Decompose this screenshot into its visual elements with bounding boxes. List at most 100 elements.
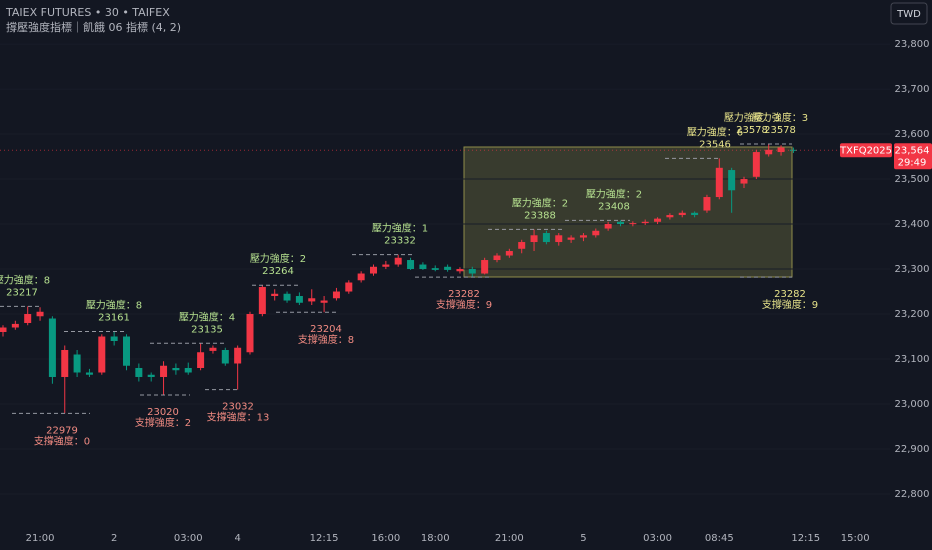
annotation-value: 23408 [598,201,630,212]
annotation-value: 23032 [222,402,254,413]
annotation-value: 23546 [699,139,731,150]
candle-body [11,323,19,328]
x-tick-label: 21:00 [26,533,55,544]
countdown-label: 29:49 [898,157,927,168]
candle-body [579,235,587,238]
annotation-value: 23135 [191,324,223,335]
annotation-label: 壓力強度：1 [372,222,428,235]
candle-body [271,293,279,297]
candle-body [493,255,501,261]
annotation-label: 壓力強度：8 [86,299,142,312]
candle-body [691,212,699,216]
annotation-label: 支撐強度：9 [436,298,492,311]
candle-body [123,336,130,366]
annotation-label: 支撐強度：9 [762,298,818,311]
candle-body [431,268,439,270]
annotation-value: 22979 [46,425,78,436]
y-tick-label: 23,600 [895,129,930,140]
annotation-value: 23332 [384,236,416,247]
currency-button-label[interactable]: TWD [896,9,921,20]
candle-body [295,296,303,303]
candle-body [73,354,81,373]
x-tick-label: 03:00 [174,533,203,544]
annotation-value: 23578 [764,125,796,136]
candle-body [629,223,637,225]
candle-body [419,264,427,270]
x-tick-label: 5 [580,533,586,544]
candle-body [641,221,649,224]
annotation-label: 壓力強度：2 [586,187,642,200]
candle-body [444,266,452,270]
candle-body [0,327,7,333]
candle-body [85,372,93,375]
annotation-label: 壓力強度：3 [752,111,808,124]
candle-body [666,215,674,218]
candle-body [777,147,785,153]
candle-body [48,318,56,377]
candle-body [505,251,513,256]
y-tick-label: 23,000 [895,399,930,410]
candle-body [160,365,168,377]
candle-body [765,149,773,155]
candle-body [345,282,353,292]
candle-body [740,179,748,184]
y-tick-label: 23,700 [895,84,930,95]
candle-body [258,287,266,315]
x-tick-label: 03:00 [643,533,672,544]
x-tick-label: 4 [234,533,240,544]
y-tick-label: 23,300 [895,264,930,275]
annotation-label: 支撐強度：13 [207,411,270,424]
candle-body [172,367,180,371]
y-tick-label: 23,500 [895,174,930,185]
x-tick-label: 12:15 [310,533,339,544]
annotation-value: 23204 [310,324,342,335]
x-tick-label: 21:00 [495,533,524,544]
candle-body [678,212,686,216]
x-tick-label: 15:00 [841,533,870,544]
candle-body [752,152,760,177]
annotation-value: 23264 [262,266,294,277]
candle-body [654,218,662,222]
candle-body [394,257,402,265]
candle-body [518,242,526,249]
y-tick-label: 23,800 [895,39,930,50]
candle-body [308,298,316,302]
candle-body [728,170,736,191]
y-tick-label: 23,200 [895,309,930,320]
y-tick-label: 23,400 [895,219,930,230]
x-tick-label: 16:00 [371,533,400,544]
indicator-line: 撐壓強度指標｜飢餓 06 指標 (4, 2) [6,20,181,34]
candle-body [382,264,390,267]
candle-body [617,221,624,225]
candle-body [789,149,797,151]
annotation-value: 23282 [774,289,806,300]
candle-body [234,347,242,364]
symbol-tag-label: TXFQ2025 [839,145,892,156]
candle-body [24,314,32,324]
currency-button[interactable] [890,2,928,25]
candle-body [36,311,44,317]
candle-body [135,367,143,377]
price-tag-label: 23,564 [895,145,930,156]
annotation-value: 23282 [448,289,480,300]
candle-body [184,367,192,373]
symbol-line: TAIEX FUTURES • 30 • TAIFEX [5,6,170,19]
annotation-label: 支撐強度：8 [298,333,354,346]
annotation-label: 壓力強度：8 [0,273,50,286]
y-tick-label: 22,900 [895,444,930,455]
candle-body [246,314,254,353]
highlight-box [463,146,793,278]
candle-body [703,197,711,211]
x-tick-label: 12:15 [791,533,820,544]
candle-body [332,291,340,299]
candle-body [456,269,464,272]
candle-body [283,293,291,301]
candle-body [61,350,69,377]
candle-body [320,300,328,303]
candle-body [197,352,205,368]
candle-body [481,260,489,274]
x-tick-label: 2 [111,533,117,544]
